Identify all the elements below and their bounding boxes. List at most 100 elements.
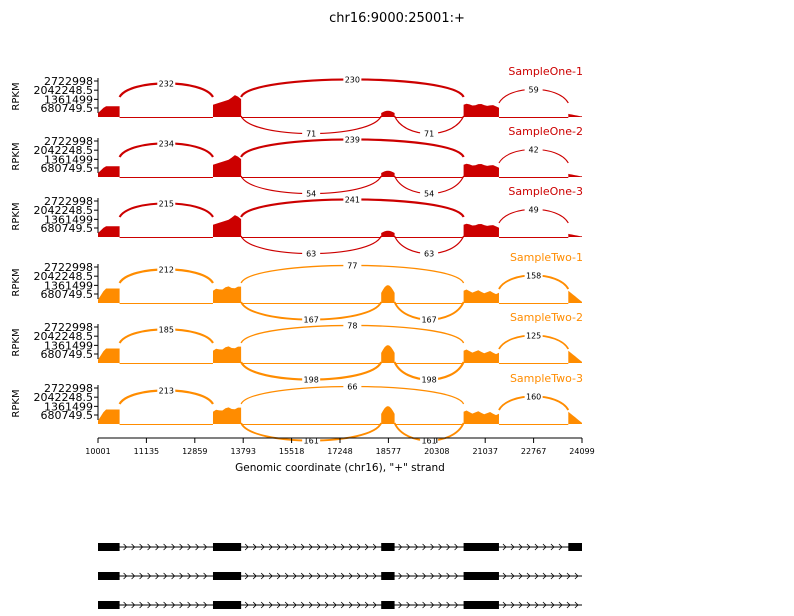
junction-label-bg: [343, 194, 362, 205]
strand-arrow: [139, 543, 144, 551]
strand-arrow: [398, 543, 403, 551]
junction-label-bg: [302, 248, 321, 259]
strand-arrow: [300, 572, 305, 580]
junction-count: 241: [345, 196, 360, 205]
junction-label-bg: [524, 84, 543, 95]
strand-arrow: [502, 543, 507, 551]
strand-arrow: [422, 543, 427, 551]
x-tick-label: 11135: [134, 447, 159, 456]
strand-arrow: [147, 543, 152, 551]
strand-arrow: [155, 601, 160, 609]
strand-arrow: [550, 601, 555, 609]
y-axis-label: RPKM: [11, 389, 22, 417]
strand-arrow: [123, 572, 128, 580]
strand-arrow: [446, 601, 451, 609]
strand-arrow: [244, 572, 249, 580]
junction-count: 185: [159, 325, 174, 334]
strand-arrow: [356, 601, 361, 609]
coverage-area: [98, 345, 582, 364]
y-tick-label: 2042248.5: [34, 391, 94, 404]
strand-arrow: [348, 601, 353, 609]
strand-arrow: [300, 543, 305, 551]
strand-arrow: [308, 572, 313, 580]
junction-count: 167: [421, 315, 436, 324]
strand-arrow: [300, 601, 305, 609]
strand-arrow: [398, 572, 403, 580]
junction-count: 239: [345, 136, 360, 145]
strand-arrow: [356, 543, 361, 551]
y-tick-label: 1361499: [44, 153, 93, 166]
strand-arrow: [454, 543, 459, 551]
coverage-area: [98, 215, 582, 238]
y-axis-label: RPKM: [11, 202, 22, 230]
junction-label-bg: [157, 385, 176, 396]
strand-arrow: [260, 543, 265, 551]
junction-label-bg: [420, 435, 439, 446]
y-tick-label: 680749.5: [41, 288, 94, 301]
strand-arrow: [558, 543, 563, 551]
junction-label-bg: [524, 330, 543, 341]
junction-label-bg: [157, 324, 176, 335]
y-tick-label: 2042248.5: [34, 84, 94, 97]
y-tick-label: 2722998: [44, 75, 93, 88]
strand-arrow: [171, 601, 176, 609]
junction-label-bg: [343, 260, 362, 271]
strand-arrow: [438, 543, 443, 551]
y-tick-label: 2722998: [44, 135, 93, 148]
y-tick-label: 680749.5: [41, 162, 94, 175]
junction-count: 198: [304, 375, 319, 384]
strand-arrow: [340, 572, 345, 580]
strand-arrow: [171, 543, 176, 551]
y-tick-label: 2722998: [44, 321, 93, 334]
exon-block: [98, 543, 120, 551]
junction-count: 59: [529, 85, 539, 94]
strand-arrow: [260, 572, 265, 580]
strand-arrow: [252, 543, 257, 551]
junction-count: 234: [159, 139, 174, 148]
strand-arrow: [398, 601, 403, 609]
junction-label-bg: [302, 314, 321, 325]
strand-arrow: [284, 572, 289, 580]
coverage-area: [98, 406, 582, 425]
y-axis-label: RPKM: [11, 142, 22, 170]
junction-count: 77: [347, 262, 357, 271]
y-tick-label: 2722998: [44, 261, 93, 274]
strand-arrow: [179, 601, 184, 609]
strand-arrow: [430, 543, 435, 551]
junction-label-bg: [302, 128, 321, 139]
strand-arrow: [195, 572, 200, 580]
strand-arrow: [502, 572, 507, 580]
junction-label-bg: [157, 78, 176, 89]
strand-arrow: [518, 543, 523, 551]
strand-arrow: [340, 601, 345, 609]
strand-arrow: [139, 572, 144, 580]
strand-arrow: [430, 572, 435, 580]
junction-count: 161: [304, 436, 319, 445]
x-tick-label: 10001: [85, 447, 110, 456]
x-axis: 10001 11135 12859 13793 15518 17248 18577 20308…: [85, 437, 595, 474]
sample-label: SampleTwo-1: [510, 251, 583, 264]
exon-block: [98, 572, 120, 580]
junction-label-bg: [343, 320, 362, 331]
strand-arrow: [574, 601, 579, 609]
strand-arrow: [406, 572, 411, 580]
x-tick-label: 15518: [279, 447, 304, 456]
strand-arrow: [422, 572, 427, 580]
strand-arrow: [332, 543, 337, 551]
strand-arrow: [131, 572, 136, 580]
sample-label: SampleTwo-2: [510, 311, 583, 324]
strand-arrow: [316, 543, 321, 551]
strand-arrow: [566, 572, 571, 580]
junction-label-bg: [343, 134, 362, 145]
strand-arrow: [244, 543, 249, 551]
strand-arrow: [526, 543, 531, 551]
strand-arrow: [542, 601, 547, 609]
junction-count: 167: [304, 315, 319, 324]
exon-block: [568, 543, 582, 551]
strand-arrow: [324, 601, 329, 609]
junction-label-bg: [420, 248, 439, 259]
